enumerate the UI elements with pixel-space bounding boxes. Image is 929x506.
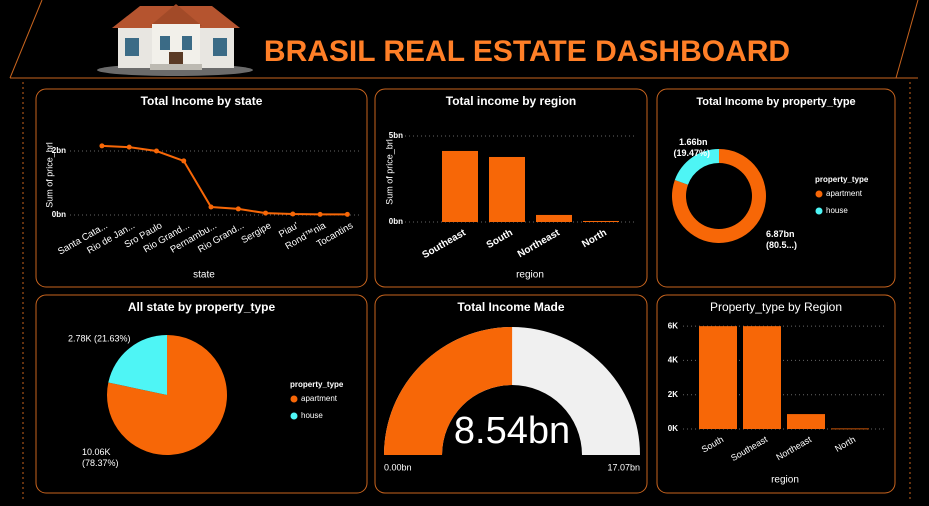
y-tick-label: 5bn (389, 131, 403, 140)
point (290, 211, 296, 217)
point (235, 206, 241, 212)
data-label: 6.87bn (80.5...) (766, 229, 797, 250)
point (344, 211, 350, 217)
slice (108, 335, 167, 395)
chart-title: Property_type by Region (710, 300, 842, 314)
dashboard-title: BRASIL REAL ESTATE DASHBOARD (264, 35, 790, 68)
panel-frame (35, 88, 368, 288)
gauge-value (384, 327, 513, 455)
y-tick-label: 6K (668, 321, 678, 330)
legend-title: property_type (290, 380, 344, 389)
header-slant (9, 0, 43, 79)
slice (672, 149, 766, 243)
chart-panel: Total Income by property_type 6.87bn (80.… (656, 88, 896, 288)
slice (674, 149, 719, 185)
y-tick-label: 4K (668, 356, 678, 365)
bar (743, 326, 781, 429)
x-axis-label: state (193, 270, 215, 281)
bar (831, 428, 869, 430)
chart-title: Total Income Made (457, 300, 564, 314)
y-tick-label: 2K (668, 390, 678, 399)
panel-frame (374, 294, 648, 494)
panel-frame (656, 88, 896, 288)
data-label: 1.66bn (19.47%) (673, 137, 710, 158)
line (101, 144, 348, 216)
legend-swatch (815, 207, 823, 215)
bar (583, 220, 619, 222)
legend-swatch (815, 190, 823, 198)
y-tick-label: 2bn (52, 146, 66, 155)
point (126, 144, 132, 150)
chart-title: Total Income by state (141, 94, 263, 108)
gauge-value-label: 8.54bn (454, 410, 570, 452)
legend-swatch (290, 412, 298, 420)
y-tick-label: 0bn (389, 217, 403, 226)
legend-swatch (290, 395, 298, 403)
point (181, 158, 187, 164)
chart-title: Total income by region (446, 94, 576, 108)
point (317, 211, 323, 217)
y-axis-label: Sum of price_brl (44, 142, 54, 208)
gauge-max-label: 17.07bn (607, 462, 640, 472)
bar (699, 326, 737, 429)
legend-label: apartment (826, 189, 863, 198)
chart-panel: Total Income Made 8.54bn 0.00bn 17.07bn (374, 294, 648, 494)
point (208, 204, 214, 210)
gauge-min-label: 0.00bn (384, 462, 412, 472)
legend-label: apartment (301, 394, 338, 403)
x-axis-label: region (516, 270, 544, 281)
chart-panel: All state by property_type 10.06K (78.37%… (35, 294, 368, 494)
point (153, 148, 159, 154)
bar (536, 214, 572, 222)
house-icon (97, 4, 253, 76)
legend-label: house (301, 411, 323, 420)
legend-title: property_type (815, 175, 869, 184)
x-axis-label: region (771, 475, 799, 486)
chart-title: All state by property_type (128, 300, 276, 314)
slice (106, 335, 227, 455)
y-tick-label: 0bn (52, 210, 66, 219)
bar (489, 156, 525, 222)
bar (442, 150, 478, 222)
point (263, 210, 269, 216)
data-label: 10.06K (78.37%) (82, 447, 119, 468)
point (99, 143, 105, 149)
bar (787, 414, 825, 429)
data-label: 2.78K (21.63%) (68, 333, 131, 343)
legend-label: house (826, 206, 848, 215)
y-tick-label: 0K (668, 424, 678, 433)
header-slant (895, 0, 919, 79)
y-axis-label: Sum of price_brl (384, 139, 394, 205)
chart-title: Total Income by property_type (696, 96, 855, 108)
